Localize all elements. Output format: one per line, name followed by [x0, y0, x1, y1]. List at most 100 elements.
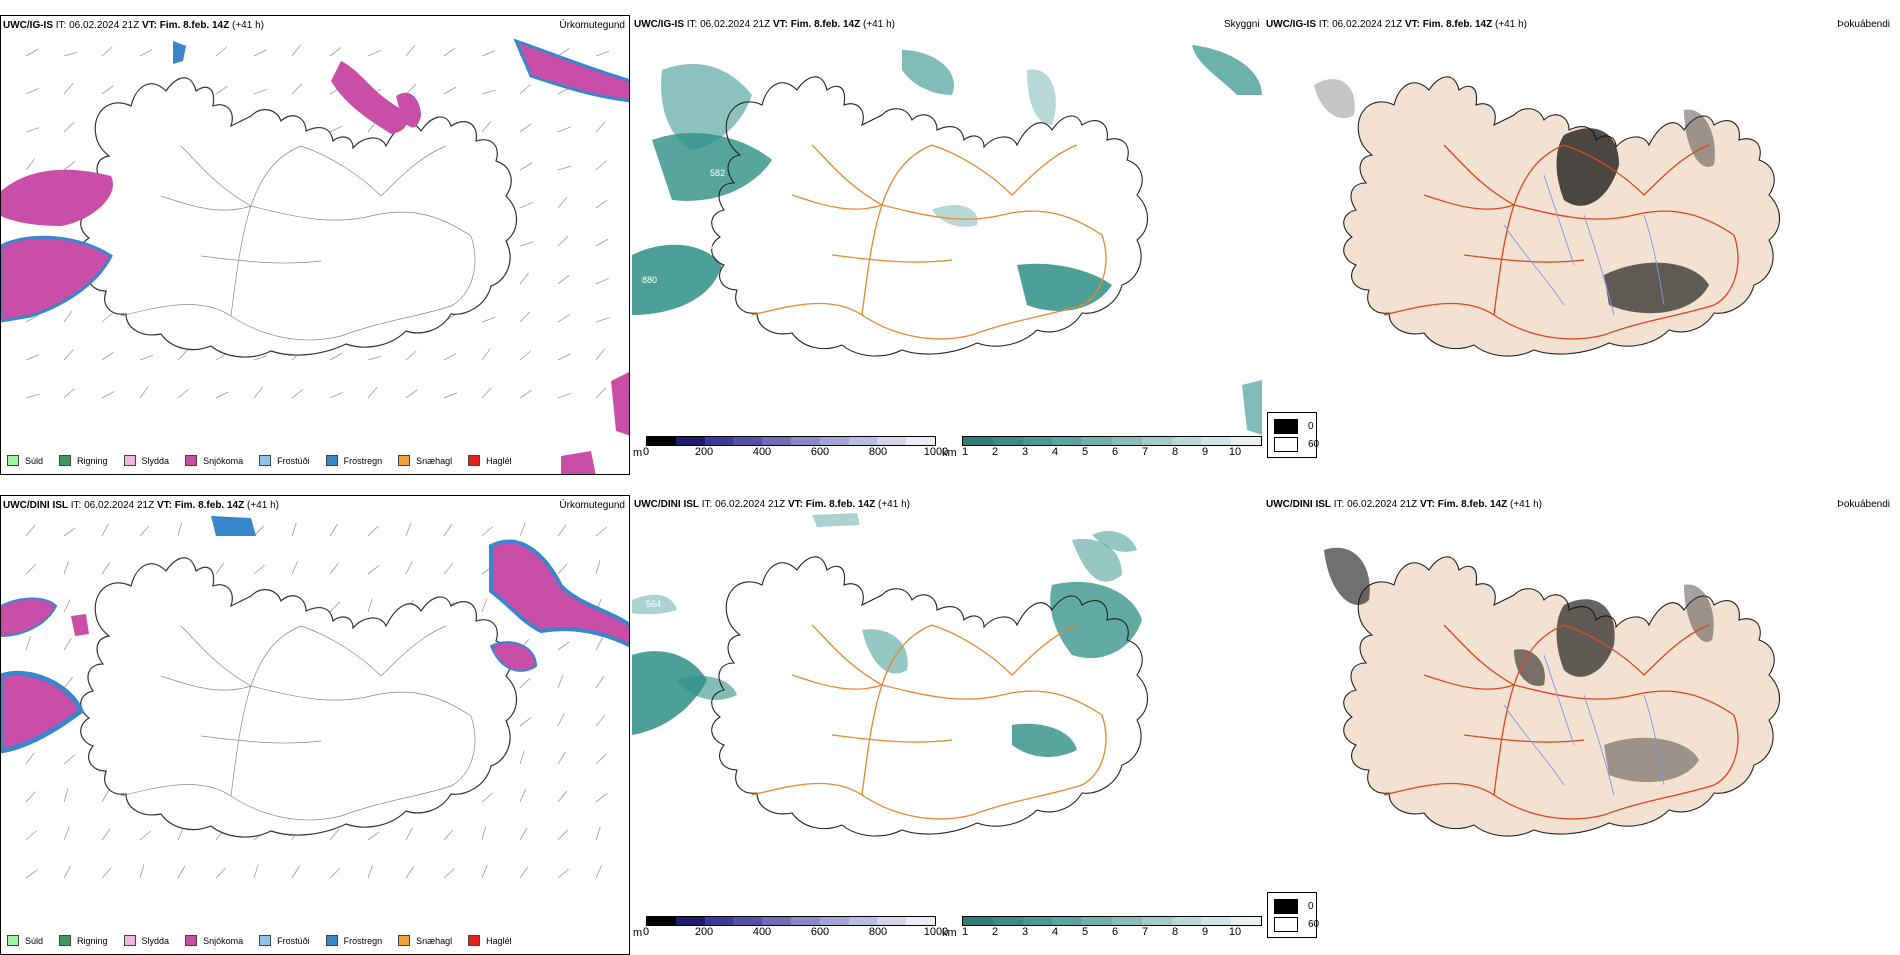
wind-barb — [63, 754, 75, 765]
wind-barb — [139, 864, 145, 879]
wind-barb — [329, 867, 341, 879]
colorbar-tick: 0 — [642, 446, 650, 458]
wind-barb — [557, 392, 572, 399]
precip-legend: Súld Rigning Slydda Snjókoma Frostúði Frostre… — [7, 455, 512, 466]
legend-item: Snjókoma — [185, 455, 243, 466]
colorbar-tick: 400 — [752, 926, 772, 938]
colorbar-segment — [762, 917, 791, 925]
wind-barb — [519, 522, 526, 537]
wind-barb — [101, 867, 112, 879]
legend-label: Frostregn — [343, 935, 383, 946]
wind-barb — [291, 865, 300, 879]
legend-swatch — [59, 935, 72, 946]
wind-barb — [557, 713, 565, 727]
low-visibility-area — [812, 513, 860, 527]
snow-area — [513, 38, 629, 103]
wind-barb — [481, 89, 496, 95]
low-visibility-area — [677, 675, 737, 700]
colorbar-tick: 800 — [868, 446, 888, 458]
legend-label: Haglél — [486, 455, 512, 466]
colorbar-tick: 1000 — [923, 926, 949, 938]
visibility-colorbar: 1 2 3 4 5 6 7 8 9 10 — [962, 916, 1262, 940]
snow-area — [1, 169, 113, 226]
wind-barb — [557, 868, 569, 879]
colorbar-segment — [877, 917, 907, 925]
wind-barb — [595, 160, 607, 171]
colorbar-tick: 4 — [1051, 446, 1059, 458]
low-visibility-area — [661, 64, 752, 150]
wind-barb — [557, 197, 568, 209]
legend-item: Súld — [7, 935, 43, 946]
wind-barb — [63, 51, 78, 57]
wind-barb — [253, 88, 268, 95]
wind-barb — [481, 50, 496, 57]
wind-barb — [595, 526, 607, 537]
wind-barb — [443, 47, 456, 57]
legend-item: Frostúði — [259, 935, 310, 946]
low-visibility-area — [1017, 263, 1112, 311]
colorbar-segment — [963, 917, 993, 925]
wind-barb — [481, 864, 488, 879]
wind-barb — [367, 355, 382, 361]
legend-item: Snæhagl — [398, 455, 452, 466]
legend-item: Frostúði — [259, 455, 310, 466]
fog-area — [1684, 584, 1714, 642]
wind-barb — [481, 348, 491, 361]
wind-barb — [177, 349, 189, 361]
wind-barb — [25, 830, 37, 841]
wind-barb — [63, 349, 74, 361]
colorbar-tick: 2 — [991, 926, 999, 938]
low-visibility-area — [1092, 530, 1137, 552]
wind-barb — [519, 717, 532, 727]
legend-swatch — [398, 455, 411, 466]
panel-title: Úrkomutegund — [559, 20, 625, 31]
wind-barb — [101, 312, 113, 323]
wind-barb — [101, 391, 115, 399]
colorbar-tick: 2 — [991, 446, 999, 458]
snow-area — [561, 451, 596, 474]
low-visibility-area — [1242, 380, 1262, 435]
colorbar-segment — [1141, 437, 1172, 445]
wind-barb — [481, 826, 487, 841]
wind-barb — [595, 50, 610, 57]
panel-header: UWC/IG-IS IT: 06.02.2024 21Z VT: Fim. 8.… — [3, 20, 264, 31]
colorbar-segment — [790, 437, 820, 445]
wind-barb — [139, 354, 154, 361]
legend-label: Slydda — [141, 935, 170, 946]
wind-barb — [405, 389, 418, 399]
snow-area — [489, 539, 629, 648]
snow-area — [1, 235, 113, 323]
colorbar-segment — [790, 917, 820, 925]
panel-title: Úrkomutegund — [559, 500, 625, 511]
cloudbase-colorbar: 0 200 400 600 800 1000 — [642, 436, 948, 460]
wind-barb — [519, 677, 531, 689]
wind-barb — [25, 87, 39, 95]
wind-barb — [63, 637, 72, 651]
wind-barb — [329, 47, 342, 57]
wind-barb — [405, 522, 412, 537]
wind-barb — [139, 49, 153, 57]
colorbar-tick: 4 — [1051, 926, 1059, 938]
fog-area — [1684, 109, 1715, 167]
legend-swatch — [259, 935, 272, 946]
wind-barb — [519, 389, 532, 399]
legend-label: Snæhagl — [416, 455, 453, 466]
wind-barb — [177, 388, 189, 399]
colorbar-tick: 400 — [752, 446, 772, 458]
colorbar-tick: 200 — [694, 926, 714, 938]
wind-barb — [557, 275, 570, 285]
wind-barb — [443, 868, 455, 879]
snow-area — [489, 641, 538, 672]
wind-barb — [519, 311, 531, 323]
visibility-map: 564 814 48 443 — [632, 513, 1156, 837]
colorbar-tick: 1 — [961, 926, 969, 938]
wind-barb — [25, 158, 35, 171]
wind-barb — [519, 162, 533, 171]
legend-swatch — [259, 455, 272, 466]
colorbar-segment — [1201, 917, 1232, 925]
fog-legend-low: 60 — [1308, 919, 1320, 930]
wind-barb — [557, 126, 572, 133]
wind-barb — [253, 386, 263, 399]
colorbar-tick: 6 — [1111, 446, 1119, 458]
colorbar-segment — [848, 437, 878, 445]
